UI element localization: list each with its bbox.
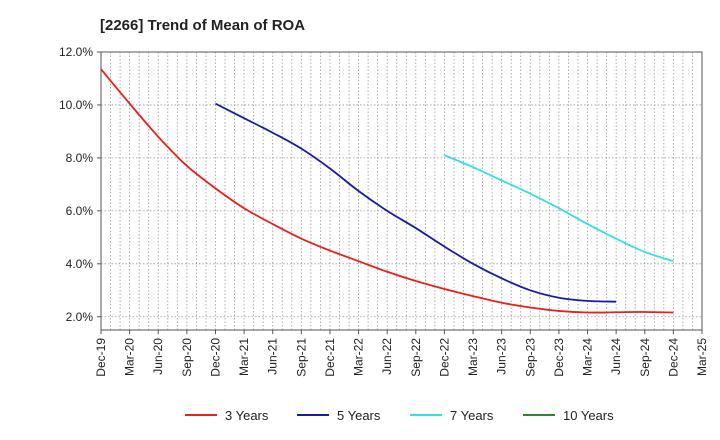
x-tick-label: Jun-23 [495,338,509,375]
plot-area [100,51,703,331]
grid [101,51,702,330]
legend-label-10-years: 10 Years [563,408,614,423]
series-lines [100,68,674,314]
x-tick-label: Jun-22 [380,338,394,375]
x-tick-label: Jun-20 [151,338,165,375]
x-tick-label: Dec-20 [208,338,222,377]
x-tick-label: Dec-19 [94,338,108,377]
x-tick-label: Dec-21 [323,338,337,377]
y-axis: 2.0% 4.0% 6.0% 8.0% 10.0% 12.0% [59,45,101,324]
x-tick-label: Jun-24 [609,338,623,375]
y-tick-label: 2.0% [66,310,94,324]
legend-label-5-years: 5 Years [337,408,381,423]
x-tick-label: Sep-24 [638,338,652,377]
legend-label-3-years: 3 Years [225,408,269,423]
y-tick-label: 10.0% [59,98,93,112]
legend: 3 Years 5 Years 7 Years 10 Years [185,408,614,423]
x-tick-label: Dec-23 [552,338,566,377]
x-tick-label: Sep-22 [409,338,423,377]
y-tick-label: 6.0% [66,204,94,218]
series-line-3-years [100,68,674,314]
legend-label-7-years: 7 Years [450,408,494,423]
x-tick-label: Dec-22 [437,338,451,377]
x-tick-label: Sep-20 [180,338,194,377]
x-tick-label: Sep-21 [294,338,308,377]
x-tick-label: Mar-22 [352,338,366,376]
x-tick-label: Mar-25 [695,338,709,376]
chart-title: [2266] Trend of Mean of ROA [100,17,305,34]
series-line-7-years [444,154,674,263]
x-tick-label: Mar-24 [581,338,595,376]
x-tick-label: Mar-20 [123,338,137,376]
x-tick-label: Mar-21 [237,338,251,376]
series-line-5-years [215,102,617,303]
x-tick-label: Jun-21 [266,338,280,375]
x-axis: Dec-19 Mar-20 Jun-20 Sep-20 Dec-20 Mar-21 Jun-… [94,330,709,377]
y-tick-label: 8.0% [66,151,94,165]
y-tick-label: 4.0% [66,257,94,271]
x-tick-label: Sep-23 [523,338,537,377]
y-tick-label: 12.0% [59,45,93,59]
x-tick-label: Dec-24 [666,338,680,377]
x-tick-label: Mar-23 [466,338,480,376]
